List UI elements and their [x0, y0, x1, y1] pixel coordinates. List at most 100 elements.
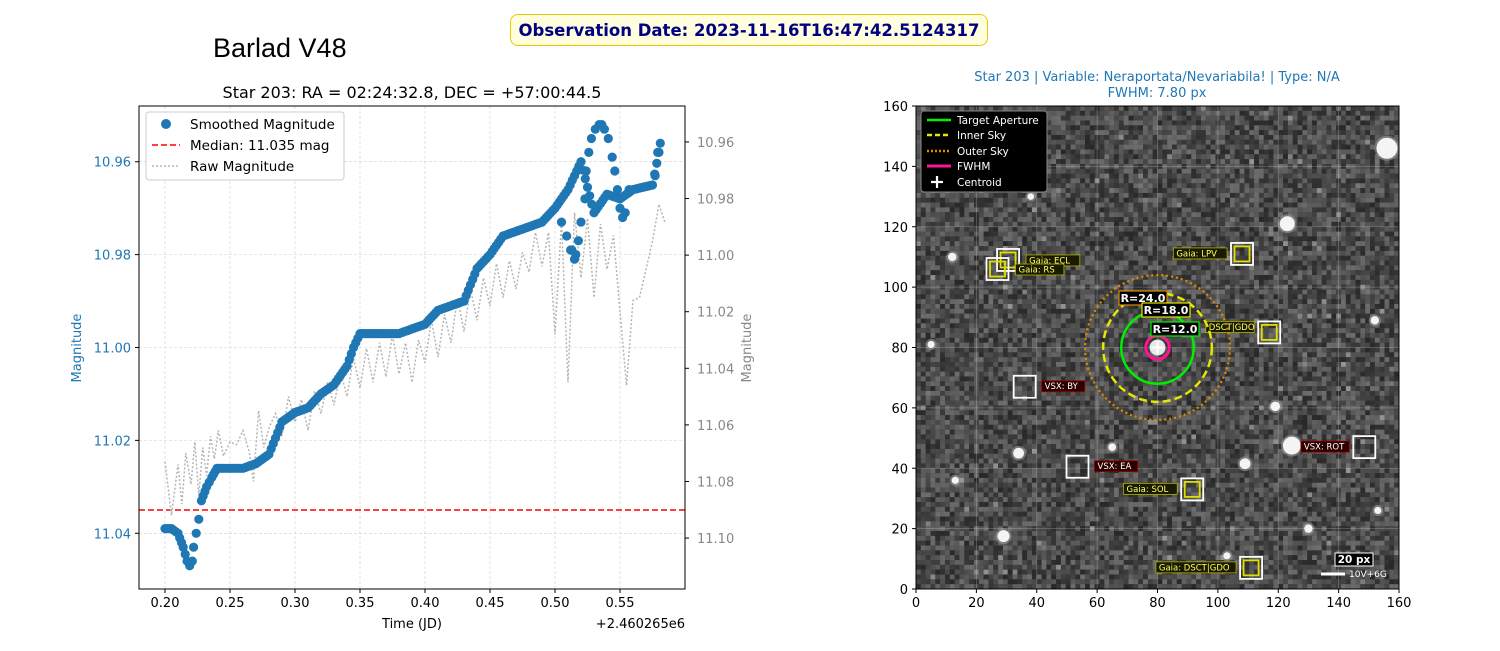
image-y-tick-label: 160 [883, 100, 908, 115]
star [1376, 137, 1398, 159]
legend-median-label: Median: 11.035 mag [190, 138, 329, 154]
star [951, 476, 959, 484]
smoothed-point [624, 185, 634, 195]
smoothed-point [180, 549, 190, 559]
outer-sky-annulus [1083, 273, 1232, 422]
catalog-box-outer [1012, 374, 1037, 399]
lc-x-tick-label: 0.20 [151, 596, 180, 611]
lc-x-axis: 0.20 0.25 0.30 0.35 0.40 0.45 0.50 0.55 [151, 589, 635, 611]
catalog-label: VSX: EA [1098, 462, 1132, 472]
catalog-label-bg [1205, 321, 1255, 333]
smoothed-point [576, 157, 586, 167]
lc-y-axis-left: 10.96 10.98 11.00 11.02 11.04 [94, 156, 139, 542]
legend-centroid: Centroid [957, 177, 1002, 189]
lc-y-axis-label-right: Magnitude [740, 314, 755, 383]
catalog-box-inner [1233, 245, 1251, 263]
catalog-box-outer [1257, 320, 1282, 345]
image-x-axis: 0 20 40 60 80 100 120 140 160 [912, 589, 1411, 611]
instrument-title: Barlad V48 [213, 33, 347, 63]
lc-y-left-tick-label: 11.00 [94, 342, 131, 357]
catalog-label-bg [1041, 380, 1086, 393]
smoothed-point [603, 133, 613, 144]
raw-magnitude-series [164, 203, 667, 516]
lc-x-tick-label: 0.50 [541, 596, 570, 611]
image-y-tick-label: 80 [891, 342, 908, 357]
image-y-tick-label: 100 [883, 281, 908, 296]
image-y-axis: 0 20 40 60 80 100 120 140 160 [883, 100, 916, 598]
lc-y-axis-label-left: Magnitude [70, 314, 85, 383]
catalog-label: VSX: BY [1045, 382, 1079, 392]
smoothed-point [612, 185, 623, 195]
image-x-tick-label: 120 [1266, 596, 1291, 611]
smoothed-point [647, 180, 658, 190]
smoothed-point [178, 542, 188, 552]
catalog-label-bg [1123, 482, 1178, 495]
smoothed-point [584, 147, 594, 157]
image-x-tick-label: 140 [1326, 596, 1351, 611]
star [1374, 506, 1382, 515]
lc-y-left-tick-label: 10.98 [94, 249, 131, 264]
star [1304, 524, 1313, 533]
scalebar-label: 20 px [1338, 554, 1371, 566]
catalog-label-bg [1300, 440, 1350, 453]
catalog-label: Gaia: RS [1019, 266, 1055, 276]
image-y-tick-label: 60 [891, 402, 908, 417]
smoothed-point [571, 250, 581, 260]
catalog-box-outer [1352, 435, 1377, 460]
smoothed-point [573, 236, 584, 246]
target-radius-label: R=12.0 [1153, 323, 1198, 336]
catalog-label: DSCT|GDO [1209, 323, 1255, 333]
smoothed-point [189, 542, 199, 552]
observation-date-text: Observation Date: 2023-11-16T16:47:42.51… [518, 20, 980, 40]
smoothed-point [576, 217, 586, 227]
catalog-box-inner [1260, 324, 1278, 341]
lc-grid [139, 106, 685, 589]
catalog-label: Gaia: ECL [1029, 256, 1070, 266]
aperture-labels: R=24.0 R=18.0 R=12.0 [1118, 290, 1200, 337]
catalog-box-outer [1065, 454, 1090, 479]
catalog-label: Gaia: DSCT|GDO [1159, 563, 1230, 573]
catalog-box-inner [1183, 480, 1201, 498]
smoothed-point [194, 514, 204, 524]
image-x-tick-label: 80 [1149, 596, 1166, 611]
raw-magnitude-line [164, 203, 667, 516]
lc-x-tick-label: 0.55 [606, 596, 635, 611]
catalog-box-outer [1180, 477, 1205, 502]
star [1282, 436, 1301, 455]
legend-smoothed-marker [161, 119, 171, 129]
lc-y-right-tick-label: 11.08 [697, 475, 734, 490]
lc-y-right-tick-label: 11.02 [697, 306, 734, 321]
star [948, 252, 957, 262]
smoothed-point [655, 138, 665, 148]
smoothed-point [562, 231, 572, 241]
catalog-label-bg [1094, 460, 1139, 473]
smoothed-point [650, 171, 660, 181]
smoothed-point [580, 194, 590, 204]
lc-x-offset-label: +2.460265e6 [596, 617, 685, 632]
centroid-icon [931, 176, 943, 188]
smoothed-point [599, 124, 610, 134]
image-x-tick-label: 40 [1028, 596, 1045, 611]
catalog-label: Gaia: SOL [1127, 485, 1169, 495]
smoothed-point [653, 147, 663, 157]
lc-x-tick-label: 0.35 [346, 596, 375, 611]
catalog-label-bg [1015, 263, 1065, 276]
lc-y-right-tick-label: 11.06 [697, 419, 734, 434]
star [1013, 447, 1025, 459]
lc-x-tick-label: 0.25 [216, 596, 245, 611]
lc-y-right-tick-label: 10.98 [697, 193, 734, 208]
image-x-tick-label: 100 [1205, 596, 1230, 611]
smoothed-magnitude-series [160, 120, 665, 571]
smoothed-point [607, 152, 617, 162]
legend-inner-sky: Inner Sky [957, 130, 1006, 142]
image-title-line2: FWHM: 7.80 px [1108, 86, 1207, 101]
orientation-label: 10V+6G [1349, 570, 1387, 580]
catalog-box-inner [1242, 559, 1260, 577]
catalog-box-outer [985, 257, 1010, 281]
smoothed-point [581, 166, 591, 176]
catalog-label-bg [1172, 247, 1228, 260]
lc-y-right-tick-label: 11.00 [697, 249, 734, 264]
catalog-label: VSX: ROT [1304, 443, 1345, 453]
smoothed-point [187, 556, 197, 566]
